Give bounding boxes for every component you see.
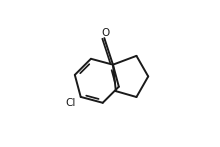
Text: Cl: Cl <box>65 98 76 108</box>
Text: O: O <box>101 27 109 37</box>
